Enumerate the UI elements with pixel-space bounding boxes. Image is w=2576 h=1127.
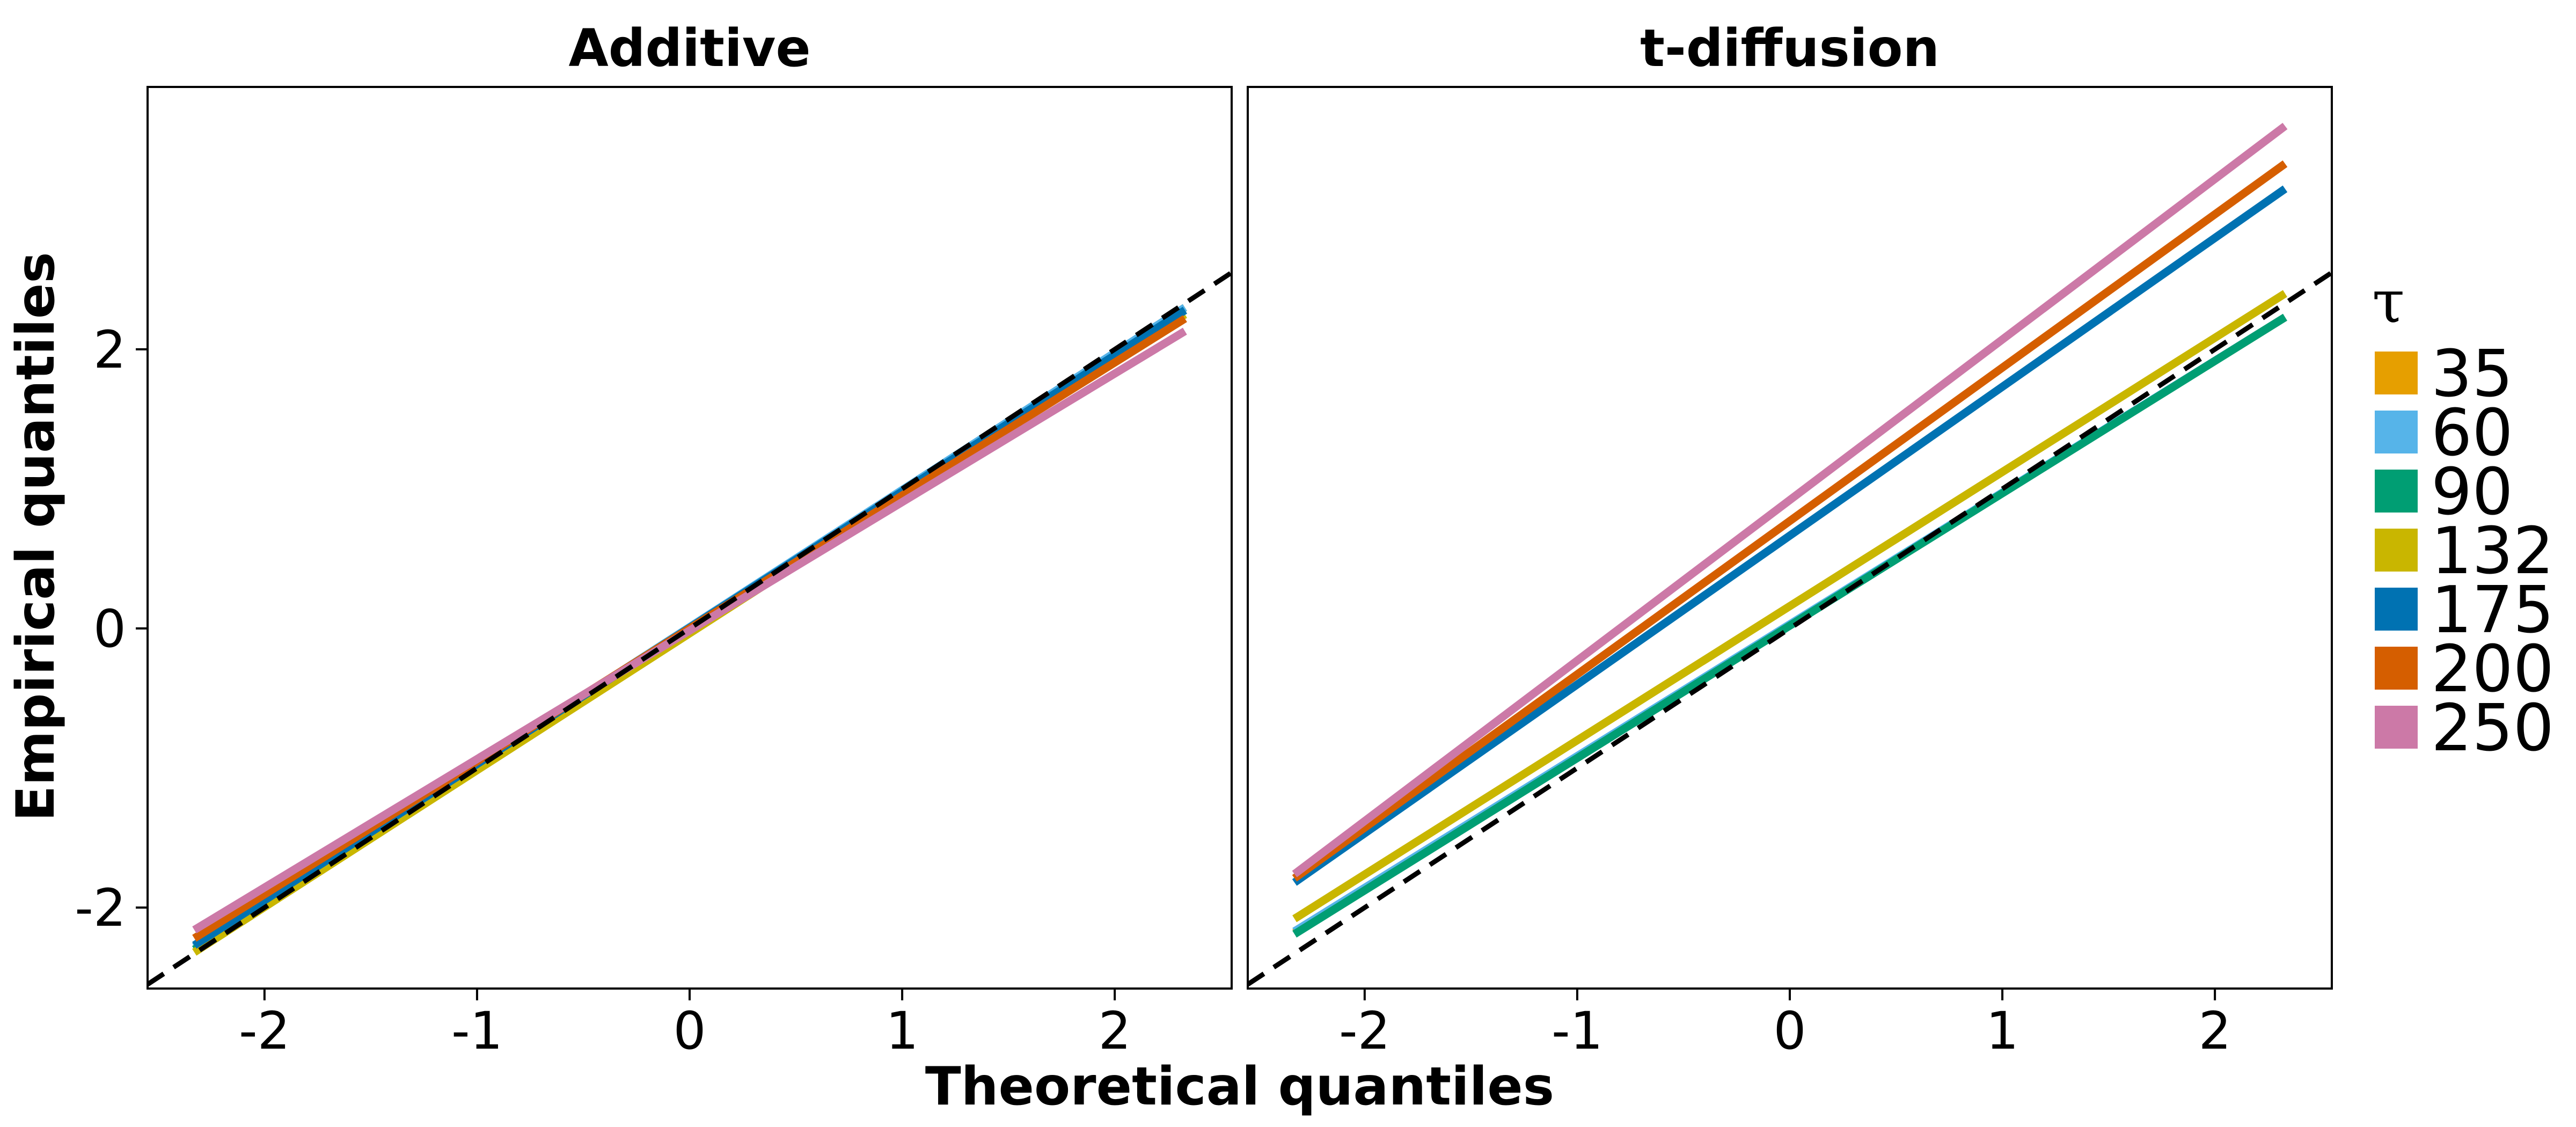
legend-swatch-tau-250 bbox=[2375, 706, 2418, 749]
panel-t-diffusion: t-diffusion -2 -1 0 1 2 bbox=[1247, 18, 2333, 1061]
series-line-tau-250 bbox=[1292, 122, 2288, 877]
series-line-tau-250 bbox=[192, 327, 1187, 934]
x-axis-ticks-additive: -2 -1 0 1 2 bbox=[239, 989, 1131, 1061]
y-tick-label: 0 bbox=[93, 599, 126, 659]
legend-swatch-tau-175 bbox=[2375, 588, 2418, 631]
legend-label-tau-60: 60 bbox=[2431, 396, 2513, 471]
x-tick-label: -1 bbox=[1552, 1001, 1603, 1061]
x-tick-label: 2 bbox=[2199, 1001, 2231, 1061]
x-tick-label: -2 bbox=[239, 1001, 290, 1061]
panel-title-additive: Additive bbox=[568, 18, 810, 78]
legend-swatch-tau-90 bbox=[2375, 470, 2418, 513]
legend-title: τ bbox=[2372, 267, 2405, 336]
x-tick-label: 0 bbox=[1773, 1001, 1806, 1061]
legend-label-tau-132: 132 bbox=[2431, 514, 2554, 589]
panel-frame-additive bbox=[147, 86, 1233, 990]
series-line-tau-175 bbox=[1292, 185, 2288, 886]
x-tick-label: 1 bbox=[886, 1001, 919, 1061]
y-tick-label: 2 bbox=[93, 320, 126, 380]
series-line-tau-200 bbox=[1292, 160, 2288, 882]
panel-additive: Additive -2 0 2 -2 -1 0 1 2 bbox=[75, 18, 1233, 1061]
legend-label-tau-90: 90 bbox=[2431, 455, 2513, 530]
panel-title-t-diffusion: t-diffusion bbox=[1640, 18, 1940, 78]
panel-t-diffusion-series bbox=[1292, 122, 2288, 938]
legend-swatch-tau-60 bbox=[2375, 411, 2418, 453]
y-axis-title: Empirical quantiles bbox=[5, 252, 67, 821]
x-tick-label: -1 bbox=[451, 1001, 503, 1061]
legend-swatch-tau-200 bbox=[2375, 647, 2418, 690]
x-axis-title: Theoretical quantiles bbox=[925, 1056, 1554, 1117]
legend-swatch-tau-132 bbox=[2375, 529, 2418, 572]
series-line-tau-132 bbox=[1292, 290, 2287, 923]
legend-swatch-tau-35 bbox=[2375, 352, 2418, 394]
x-tick-label: 0 bbox=[673, 1001, 706, 1061]
x-tick-label: 2 bbox=[1099, 1001, 1131, 1061]
legend-label-tau-35: 35 bbox=[2431, 337, 2513, 412]
legend-label-tau-175: 175 bbox=[2431, 573, 2554, 648]
x-tick-label: 1 bbox=[1986, 1001, 2019, 1061]
y-axis-ticks: -2 0 2 bbox=[75, 320, 148, 938]
legend-label-tau-200: 200 bbox=[2431, 632, 2554, 707]
y-tick-label: -2 bbox=[75, 878, 126, 938]
x-axis-ticks-t-diffusion: -2 -1 0 1 2 bbox=[1339, 989, 2231, 1061]
legend-label-tau-250: 250 bbox=[2431, 691, 2554, 766]
x-tick-label: -2 bbox=[1339, 1001, 1391, 1061]
series-line-tau-90 bbox=[1292, 313, 2287, 938]
